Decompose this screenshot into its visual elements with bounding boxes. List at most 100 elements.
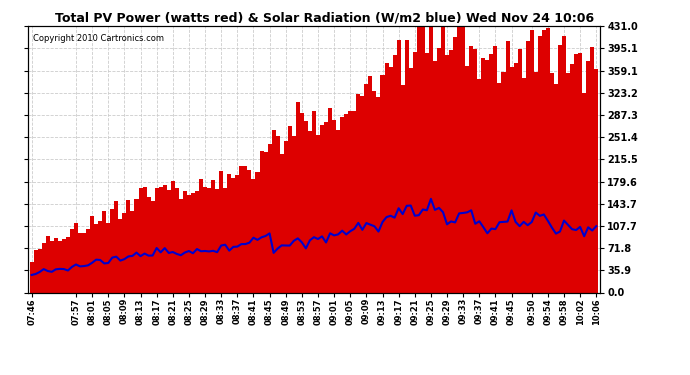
Bar (199, 179, 203, 292)
Bar (485, 60, 489, 292)
Bar (570, 63, 574, 292)
Bar (408, 68, 413, 292)
Bar (227, 174, 231, 292)
Bar (292, 136, 296, 292)
Bar (453, 37, 457, 292)
Bar (275, 136, 279, 292)
Bar (388, 67, 393, 292)
Bar (308, 131, 312, 292)
Bar (562, 36, 566, 292)
Bar (235, 175, 239, 292)
Bar (461, 22, 465, 293)
Bar (360, 96, 364, 292)
Bar (175, 188, 179, 292)
Bar (441, 26, 445, 292)
Bar (554, 84, 558, 292)
Bar (300, 113, 304, 292)
Bar (139, 188, 143, 292)
Bar (215, 189, 219, 292)
Bar (203, 187, 207, 292)
Bar (58, 241, 62, 292)
Bar (353, 111, 356, 292)
Bar (272, 130, 275, 292)
Bar (473, 49, 477, 292)
Bar (445, 55, 449, 292)
Bar (578, 53, 582, 292)
Bar (324, 122, 328, 292)
Text: Total PV Power (watts red) & Solar Radiation (W/m2 blue) Wed Nov 24 10:06: Total PV Power (watts red) & Solar Radia… (55, 11, 594, 24)
Bar (94, 224, 98, 292)
Bar (244, 166, 248, 292)
Bar (239, 166, 244, 292)
Bar (155, 188, 159, 292)
Bar (207, 188, 211, 292)
Bar (493, 46, 497, 292)
Bar (255, 172, 259, 292)
Bar (86, 229, 90, 292)
Bar (284, 141, 288, 292)
Bar (163, 185, 167, 292)
Bar (304, 121, 308, 292)
Bar (534, 72, 538, 292)
Bar (251, 179, 255, 292)
Bar (340, 117, 344, 292)
Bar (582, 93, 586, 292)
Bar (211, 180, 215, 292)
Bar (429, 17, 433, 292)
Bar (433, 61, 437, 292)
Bar (397, 40, 401, 292)
Bar (119, 219, 122, 292)
Bar (542, 30, 546, 292)
Bar (195, 192, 199, 292)
Bar (328, 108, 332, 292)
Bar (62, 238, 66, 292)
Bar (106, 223, 110, 292)
Bar (401, 85, 405, 292)
Bar (586, 62, 590, 292)
Bar (513, 63, 518, 292)
Bar (126, 200, 130, 292)
Bar (179, 199, 183, 292)
Bar (312, 111, 316, 292)
Bar (130, 211, 135, 292)
Bar (465, 66, 469, 292)
Bar (296, 102, 300, 292)
Bar (377, 96, 380, 292)
Bar (191, 193, 195, 292)
Bar (489, 54, 493, 292)
Bar (46, 236, 50, 292)
Bar (332, 120, 336, 292)
Bar (264, 153, 268, 292)
Bar (405, 39, 408, 292)
Bar (356, 94, 360, 292)
Bar (421, 24, 425, 293)
Bar (594, 69, 598, 292)
Bar (469, 46, 473, 292)
Bar (348, 111, 353, 292)
Bar (590, 47, 594, 292)
Bar (558, 45, 562, 292)
Bar (316, 135, 320, 292)
Bar (364, 84, 368, 292)
Bar (159, 187, 163, 292)
Bar (502, 72, 506, 292)
Bar (143, 188, 146, 292)
Bar (566, 73, 570, 292)
Bar (482, 58, 485, 292)
Bar (449, 50, 453, 292)
Bar (268, 144, 272, 292)
Bar (288, 126, 292, 292)
Bar (417, 27, 421, 292)
Bar (509, 67, 513, 292)
Bar (82, 233, 86, 292)
Bar (506, 41, 509, 292)
Bar (259, 151, 264, 292)
Bar (425, 53, 429, 292)
Bar (546, 28, 550, 292)
Bar (384, 63, 388, 292)
Bar (102, 211, 106, 292)
Bar (187, 195, 191, 292)
Bar (70, 229, 74, 292)
Bar (110, 209, 115, 292)
Bar (115, 201, 119, 292)
